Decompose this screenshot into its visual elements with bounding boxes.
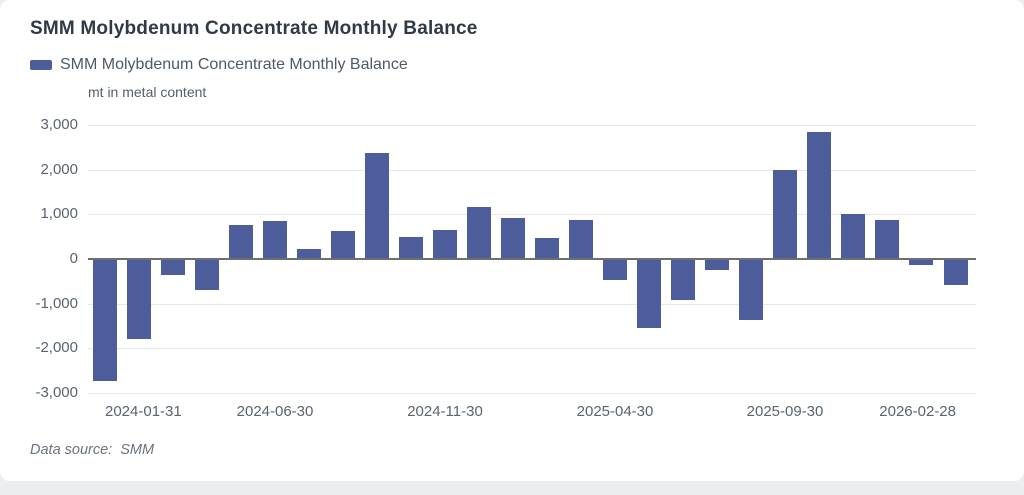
bar-2024-03-31[interactable] <box>161 259 185 275</box>
x-axis-tick-label: 2026-02-28 <box>879 403 956 420</box>
legend-item[interactable]: SMM Molybdenum Concentrate Monthly Balan… <box>30 55 408 75</box>
x-axis-tick-label: 2024-11-30 <box>407 403 483 420</box>
chart-title: SMM Molybdenum Concentrate Monthly Balan… <box>30 18 478 39</box>
bar-2024-09-30[interactable] <box>365 153 389 259</box>
bar-2025-10-31[interactable] <box>807 132 831 259</box>
y-gridline <box>88 214 976 215</box>
bar-2024-11-30[interactable] <box>433 230 457 259</box>
y-gridline <box>88 170 976 171</box>
y-axis-unit-label: mt in metal content <box>88 84 207 100</box>
y-axis-tick-label: 3,000 <box>40 116 78 133</box>
y-gridline <box>88 393 976 394</box>
bar-2025-07-31[interactable] <box>705 259 729 270</box>
bar-2025-05-31[interactable] <box>637 259 661 328</box>
x-axis-tick-label: 2024-06-30 <box>236 403 314 420</box>
bar-2025-03-31[interactable] <box>569 220 593 259</box>
legend-swatch-icon <box>30 60 52 70</box>
x-axis-tick-label: 2025-09-30 <box>746 403 824 420</box>
bar-2024-06-30[interactable] <box>263 221 287 259</box>
bar-2025-04-30[interactable] <box>603 259 627 280</box>
data-source-note: Data source: SMM <box>30 442 155 458</box>
bar-2024-12-31[interactable] <box>467 207 491 259</box>
bar-2024-01-31[interactable] <box>93 259 117 381</box>
bar-2025-02-28[interactable] <box>535 238 559 259</box>
bar-2025-11-30[interactable] <box>841 214 865 259</box>
bar-2024-07-31[interactable] <box>297 249 321 259</box>
y-axis-tick-label: 0 <box>69 250 78 267</box>
bar-2024-10-31[interactable] <box>399 237 423 259</box>
bar-2024-08-31[interactable] <box>331 231 355 259</box>
x-axis-line <box>88 258 976 260</box>
y-gridline <box>88 304 976 305</box>
bar-2025-01-31[interactable] <box>501 218 525 259</box>
y-gridline <box>88 348 976 349</box>
bar-2025-09-30[interactable] <box>773 170 797 259</box>
bar-2026-01-31[interactable] <box>909 259 933 265</box>
x-axis-tick-label: 2025-04-30 <box>576 403 654 420</box>
bar-2025-06-30[interactable] <box>671 259 695 300</box>
y-axis-tick-label: 2,000 <box>40 161 78 178</box>
y-axis-tick-label: -3,000 <box>35 384 78 401</box>
bar-2024-05-31[interactable] <box>229 225 253 259</box>
bar-2026-02-28[interactable] <box>944 259 968 285</box>
legend-label: SMM Molybdenum Concentrate Monthly Balan… <box>60 56 408 73</box>
bar-2025-08-31[interactable] <box>739 259 763 320</box>
bar-2024-04-30[interactable] <box>195 259 219 290</box>
y-axis-tick-label: -2,000 <box>35 339 78 356</box>
chart-card: SMM Molybdenum Concentrate Monthly Balan… <box>0 0 1024 481</box>
plot-area: 3,000 2,000 1,000 0 -1,000 -2,000 -3,000 2024-0… <box>35 116 976 420</box>
y-axis-tick-label: 1,000 <box>40 205 78 222</box>
bar-2025-12-31[interactable] <box>875 220 899 259</box>
x-axis-tick-label: 2024-01-31 <box>105 403 182 420</box>
bar-2024-02-29[interactable] <box>127 259 151 339</box>
y-axis-tick-label: -1,000 <box>35 295 78 312</box>
y-gridline <box>88 125 976 126</box>
